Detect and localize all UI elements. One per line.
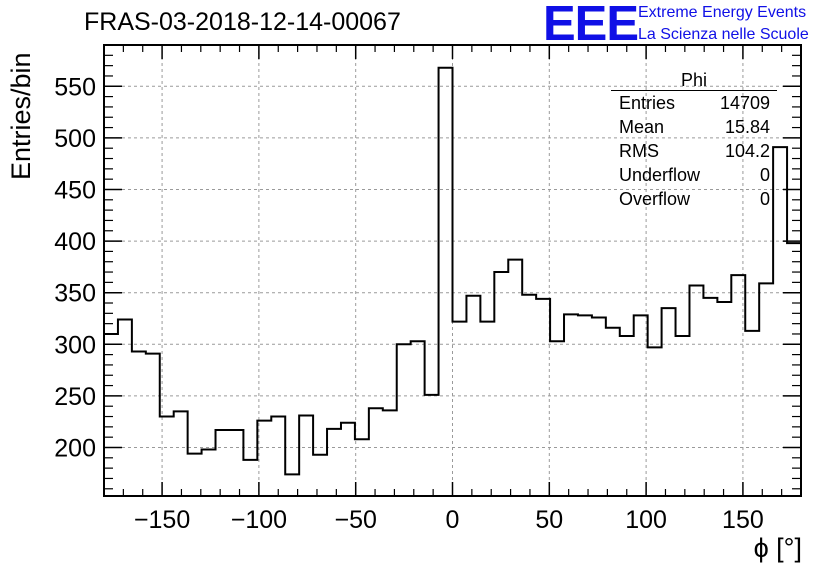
y-tick-label: 300 — [54, 331, 96, 359]
y-tick-label: 350 — [54, 280, 96, 308]
eee-logo-mark: EEE — [543, 0, 639, 51]
plot-frame — [103, 44, 802, 497]
stats-label: Overflow — [619, 189, 691, 209]
stats-row-rms: RMS 104.2 — [611, 139, 777, 163]
stats-title: Phi — [611, 70, 777, 91]
axis-ticks — [104, 44, 801, 496]
stats-box: Phi Entries 14709 Mean 15.84 RMS 104.2 Unde… — [611, 70, 777, 211]
stats-row-underflow: Underflow 0 — [611, 163, 777, 187]
x-tick-label: 100 — [625, 506, 667, 534]
stats-label: Entries — [619, 93, 676, 113]
histogram-line — [103, 66, 801, 476]
stats-row-entries: Entries 14709 — [611, 91, 777, 115]
y-tick-label: 250 — [54, 383, 96, 411]
stats-label: RMS — [619, 141, 659, 161]
stats-value: 0 — [759, 165, 770, 185]
x-tick-label: 0 — [446, 506, 460, 534]
stats-value: 14709 — [719, 93, 770, 113]
stats-value: 0 — [759, 189, 770, 209]
y-axis-label: Entries/bin — [6, 52, 36, 180]
x-axis-label: ϕ [°] — [753, 533, 802, 563]
x-tick-label: −50 — [334, 506, 376, 534]
x-tick-label: −150 — [134, 506, 190, 534]
stats-row-mean: Mean 15.84 — [611, 115, 777, 139]
stats-value: 104.2 — [724, 141, 770, 161]
y-tick-label: 400 — [54, 228, 96, 256]
y-tick-label: 200 — [54, 434, 96, 462]
stats-label: Underflow — [619, 165, 701, 185]
stats-value: 15.84 — [724, 117, 770, 137]
y-tick-label: 500 — [54, 125, 96, 153]
stats-row-overflow: Overflow 0 — [611, 187, 777, 211]
logo-line-2: La Scienza nelle Scuole — [638, 26, 809, 43]
x-tick-label: −100 — [231, 506, 287, 534]
x-tick-label: 150 — [722, 506, 764, 534]
chart-title: FRAS-03-2018-12-14-00067 — [84, 8, 401, 36]
y-tick-label: 450 — [54, 176, 96, 204]
y-tick-label: 550 — [54, 73, 96, 101]
x-tick-label: 50 — [535, 506, 563, 534]
logo-line-1: Extreme Energy Events — [638, 4, 807, 21]
tick-labels: −150 −100 −50 0 50 100 150 200 250 300 350 400 450 50… — [54, 73, 763, 534]
stats-label: Mean — [619, 117, 665, 137]
